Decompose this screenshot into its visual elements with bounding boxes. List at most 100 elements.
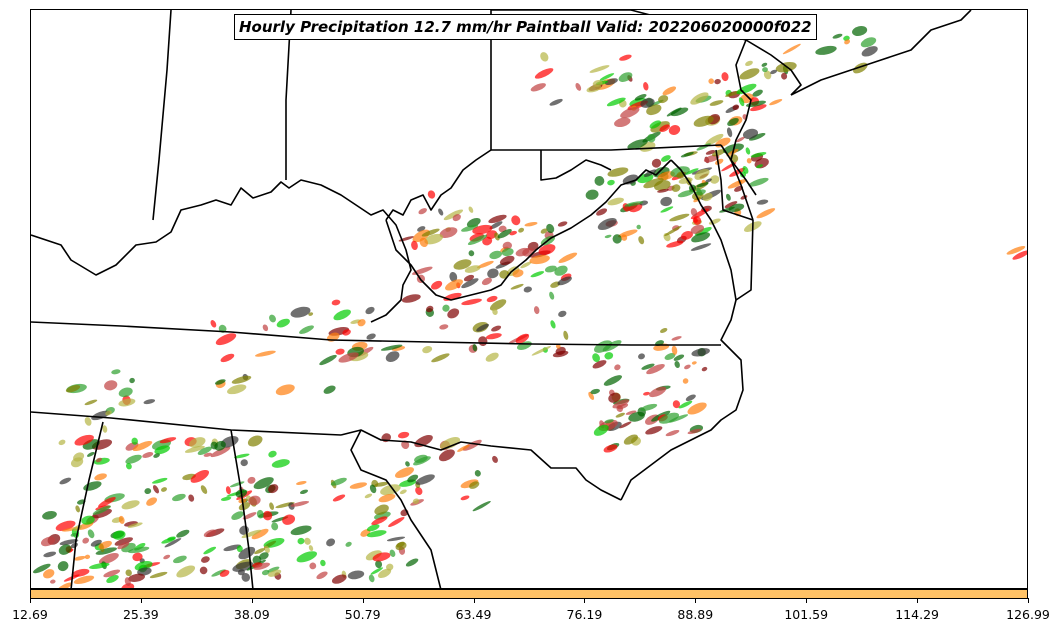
precip-blob	[719, 206, 735, 213]
precip-blob	[550, 320, 556, 329]
precip-blob	[499, 255, 515, 266]
precip-blob	[121, 500, 140, 510]
precip-blob	[690, 208, 698, 217]
precip-blob	[401, 440, 410, 449]
precip-blob	[634, 93, 647, 101]
precip-blob	[152, 485, 160, 494]
paintball-blobs	[33, 26, 1027, 588]
precip-blob	[117, 542, 130, 550]
precip-blob	[203, 529, 217, 538]
precip-blob	[693, 115, 714, 127]
precip-blob	[691, 232, 711, 243]
precip-blob	[651, 158, 662, 168]
precip-blob	[427, 190, 436, 199]
precip-blob	[407, 474, 419, 483]
precip-blob	[131, 437, 138, 445]
precip-blob	[264, 545, 270, 553]
precip-blob	[657, 188, 669, 193]
precip-blob	[323, 385, 336, 394]
precip-blob	[275, 384, 295, 396]
precip-blob	[176, 529, 190, 538]
precip-blob	[73, 575, 95, 585]
colorbar-tick	[584, 598, 586, 603]
precip-blob	[422, 346, 433, 354]
precip-blob	[588, 391, 595, 400]
precip-blob	[57, 582, 72, 588]
precip-blob	[619, 54, 632, 61]
precip-blob	[254, 548, 266, 555]
precip-blob	[736, 136, 745, 143]
precip-blob	[95, 547, 117, 555]
precip-blob	[670, 107, 689, 117]
precip-blob	[684, 168, 699, 175]
colorbar	[30, 589, 1028, 599]
precip-blob	[602, 340, 622, 352]
precip-blob	[467, 234, 488, 246]
precip-blob	[761, 62, 768, 67]
border-al-ga	[230, 429, 254, 588]
precip-blob	[636, 224, 641, 230]
precip-blob	[665, 430, 680, 437]
precip-blob	[234, 453, 250, 459]
precip-blob	[161, 487, 167, 492]
precip-blob	[259, 552, 269, 560]
colorbar-tick	[806, 598, 808, 603]
precip-blob	[426, 305, 434, 313]
precip-blob	[476, 323, 490, 332]
precip-blob	[439, 436, 461, 450]
precip-blob	[375, 560, 383, 569]
precip-blob	[173, 555, 187, 564]
precip-blob	[599, 73, 615, 81]
border-wv	[385, 149, 672, 301]
precip-blob	[125, 454, 142, 464]
precip-blob	[380, 344, 403, 351]
precip-blob	[412, 498, 420, 504]
precip-blob	[240, 459, 248, 467]
precip-blob	[70, 457, 84, 468]
precip-blob	[366, 333, 376, 340]
precip-blob	[94, 473, 107, 481]
border-sc-ga	[350, 429, 442, 588]
precip-blob	[238, 502, 251, 511]
precip-blob	[487, 268, 499, 279]
precip-blob	[660, 328, 668, 333]
precip-blob	[92, 508, 112, 519]
precip-blob	[659, 124, 670, 133]
precip-blob	[619, 421, 632, 429]
precip-blob	[461, 298, 482, 306]
precip-blob	[660, 196, 673, 207]
border-nj	[730, 39, 757, 196]
precip-blob	[645, 426, 663, 435]
precip-blob	[93, 457, 110, 465]
precip-blob	[378, 493, 396, 503]
precip-blob	[128, 546, 150, 554]
precip-blob	[746, 100, 766, 108]
precip-blob	[87, 529, 95, 539]
precip-blob	[151, 477, 168, 484]
precip-blob	[105, 410, 112, 416]
precip-blob	[677, 189, 695, 198]
precip-blob	[696, 143, 711, 151]
precip-blob	[662, 86, 677, 96]
precip-blob	[149, 571, 168, 579]
precip-blob	[163, 554, 171, 560]
precip-blob	[680, 152, 694, 158]
precip-blob	[190, 469, 210, 483]
precip-blob	[603, 444, 618, 453]
precip-blob	[143, 399, 156, 405]
precip-blob	[538, 244, 556, 256]
precip-blob	[529, 254, 550, 265]
precip-blob	[231, 375, 252, 384]
precip-blob	[164, 538, 182, 548]
precip-blob	[200, 485, 208, 494]
precip-blob	[114, 537, 133, 546]
precip-blob	[590, 388, 600, 395]
precip-blob	[389, 549, 396, 557]
precip-blob	[763, 70, 772, 80]
precip-blob	[83, 481, 102, 491]
precip-blob	[649, 120, 662, 129]
precip-blob	[515, 333, 530, 344]
precip-blob	[268, 569, 282, 577]
precip-blob	[708, 78, 715, 84]
precip-blob	[350, 319, 362, 324]
